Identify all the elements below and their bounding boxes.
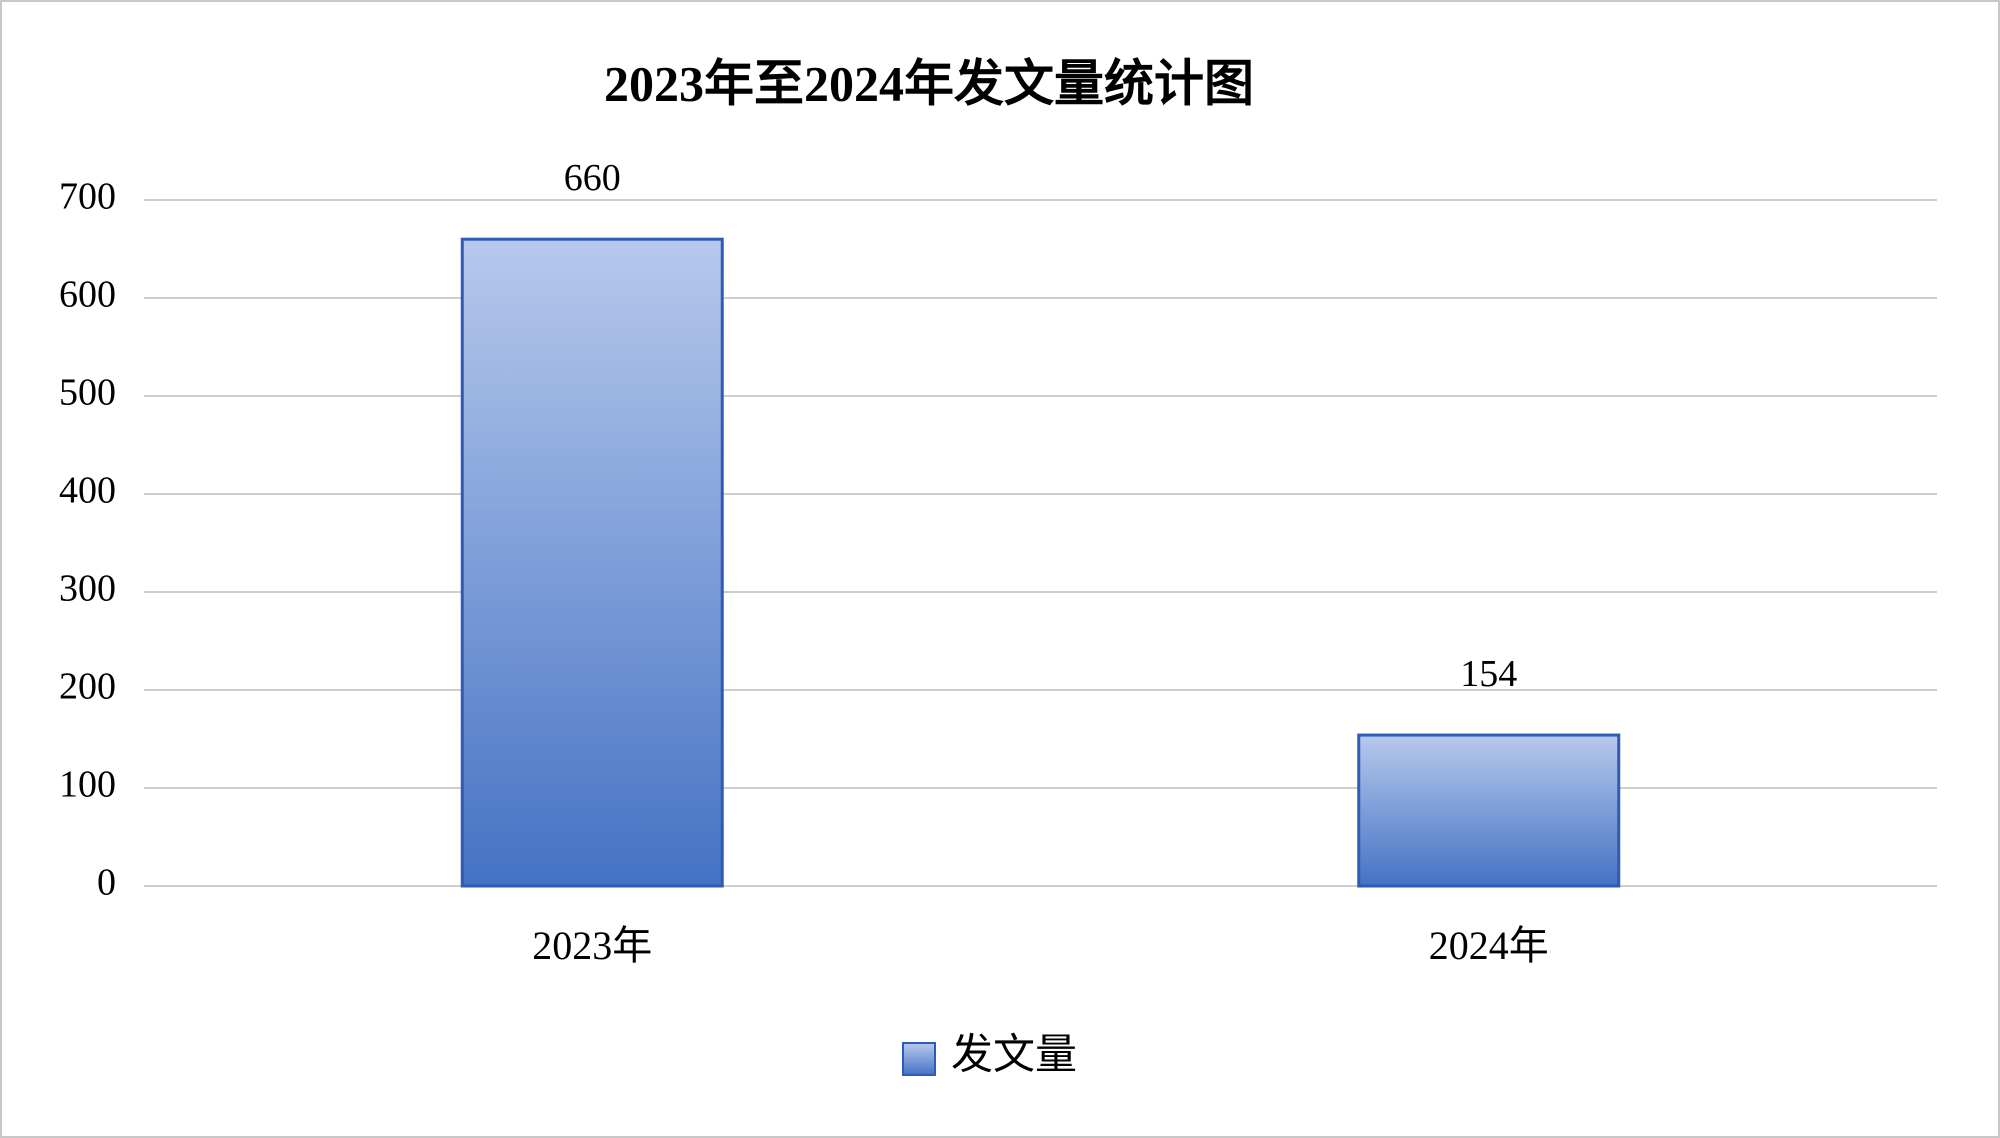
y-tick-label: 0 — [97, 862, 116, 904]
data-label: 154 — [1460, 653, 1517, 695]
legend-label: 发文量 — [951, 1032, 1077, 1079]
x-tick-label: 2023年 — [532, 923, 652, 968]
data-label: 660 — [564, 157, 621, 199]
x-tick-label: 2024年 — [1429, 923, 1549, 968]
y-tick-label: 700 — [59, 176, 116, 218]
bar — [1357, 733, 1621, 888]
y-tick-label: 500 — [59, 372, 116, 414]
y-tick-label: 100 — [59, 764, 116, 806]
y-tick-label: 300 — [59, 568, 116, 610]
y-tick-label: 200 — [59, 666, 116, 708]
chart-title: 2023年至2024年发文量统计图 — [604, 55, 1254, 111]
y-tick-label: 400 — [59, 470, 116, 512]
y-tick-label: 600 — [59, 274, 116, 316]
bar — [460, 237, 724, 888]
legend-swatch — [902, 1042, 936, 1076]
